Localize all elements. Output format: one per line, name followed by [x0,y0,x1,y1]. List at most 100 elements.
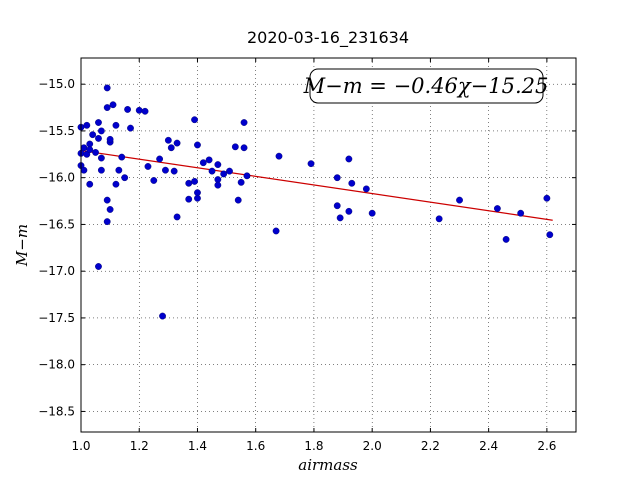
data-point [333,174,341,182]
data-point [86,180,94,188]
data-point [156,155,164,163]
data-point [106,206,114,213]
x-tick-label: 2.4 [479,439,498,453]
plot-frame [80,57,577,433]
data-point [240,119,248,126]
data-point [307,160,315,168]
y-tick-label: −15.0 [38,77,75,91]
data-point [205,156,213,164]
fit-annotation-box [309,68,544,104]
data-point [144,163,152,170]
data-point [214,161,222,168]
data-point [162,166,169,174]
data-point [173,213,181,221]
y-tick-label: −18.0 [38,358,75,372]
data-point [167,144,175,152]
fit-annotation-text: M−m = −0.46χ−15.25 [303,74,549,98]
data-point [118,153,126,161]
data-point [103,196,111,204]
data-point [121,174,129,182]
data-point [95,135,102,142]
data-point [345,207,353,215]
data-point [194,194,201,202]
x-tick-label: 2.2 [421,439,440,453]
fit-annotation: M−m = −0.46χ−15.25 [303,68,549,104]
data-point [80,144,88,152]
y-tick-label: −17.0 [38,264,75,278]
data-point [333,202,341,210]
data-point [362,185,370,193]
x-tick-label: 1.2 [130,439,149,453]
data-point [127,124,134,132]
x-tick-label: 2.0 [363,439,382,453]
data-point [141,107,149,115]
data-point [135,106,143,114]
data-point [164,136,172,144]
y-tick-label: −17.5 [38,311,75,325]
data-point [348,179,356,187]
data-point [220,170,228,178]
y-tick-label: −16.5 [38,217,75,231]
data-point [86,146,94,154]
data-point [194,141,201,149]
data-point [368,209,376,217]
x-tick-label: 1.6 [246,439,265,453]
data-points [77,84,554,320]
data-point [103,218,111,226]
data-point [345,155,353,163]
x-axis-label: airmass [298,456,358,474]
data-point [170,167,178,175]
data-point [112,121,120,129]
data-point [208,167,216,175]
data-point [83,121,91,129]
data-point [191,116,198,124]
data-point [240,144,248,152]
data-point [199,159,207,167]
x-axis-ticks: 1.0 1.2 1.4 1.6 1.8 2.0 2.2 2.4 2.6 [71,58,556,453]
data-point [336,214,344,222]
x-tick-label: 1.8 [304,439,323,453]
x-tick-label: 1.0 [71,439,90,453]
data-point [435,215,443,223]
data-point [150,177,158,184]
data-point [97,166,105,174]
data-point [103,104,111,111]
data-point [517,209,525,217]
y-axis-label: M−m [13,224,31,267]
data-point [214,181,222,189]
data-point [185,195,193,203]
data-point [456,196,463,204]
data-point [97,154,105,162]
data-point [185,179,193,187]
data-point [231,143,239,151]
data-point [226,167,233,175]
y-tick-label: −18.5 [38,404,75,418]
data-point [272,227,280,235]
data-point [97,127,105,135]
y-axis-ticks: −15.0 −15.5 −16.0 −16.5 −17.0 −17.5 −18.0 −18.5 [38,77,576,418]
data-point [124,106,131,113]
data-point [95,119,102,126]
data-point [502,235,510,243]
chart-title: 2020-03-16_231634 [247,28,409,48]
x-tick-label: 2.6 [537,439,556,453]
data-point [275,152,283,160]
data-point [173,139,181,147]
y-tick-label: −15.5 [38,124,75,138]
data-point [109,101,117,109]
data-point [103,84,111,92]
data-point [115,166,123,174]
data-point [546,231,554,239]
data-point [80,166,88,174]
y-tick-label: −16.0 [38,171,75,185]
data-point [106,135,114,143]
data-point [243,172,251,180]
data-point [112,180,120,188]
data-point [89,131,97,139]
x-tick-label: 1.4 [188,439,207,453]
data-point [191,178,198,185]
data-point [92,149,99,156]
data-point [237,178,245,186]
data-point [493,205,501,212]
data-point [95,263,102,270]
